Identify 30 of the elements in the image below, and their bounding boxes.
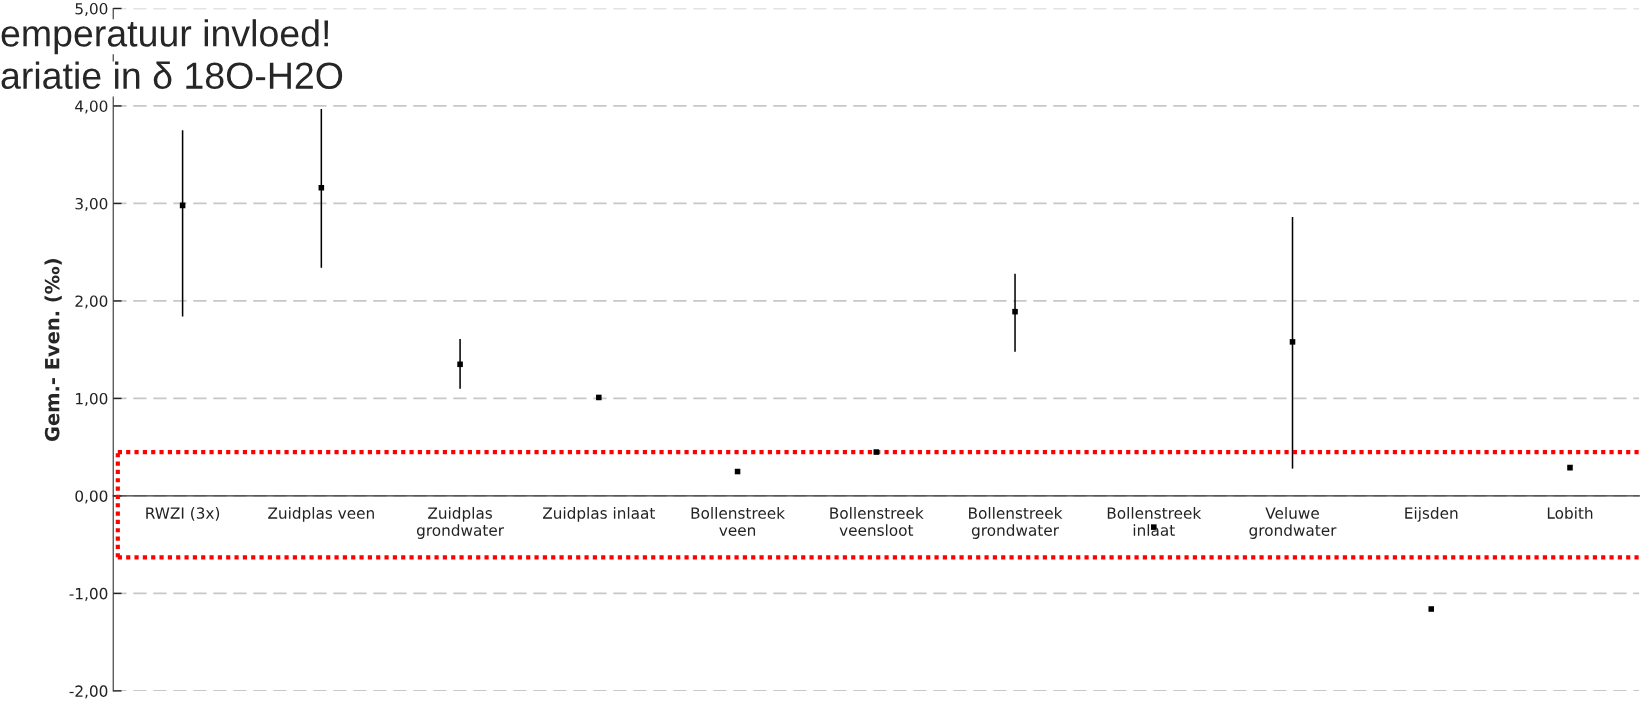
y-tick-label: 1,00 xyxy=(76,392,108,407)
y-tick-label: -1,00 xyxy=(69,587,108,601)
x-tick-label: Zuidplas grondwater xyxy=(416,507,505,539)
x-tick-label: Bollenstreek veen xyxy=(691,507,785,536)
annotation: emperatuur invloed! xyxy=(1,19,329,55)
point xyxy=(1428,606,1435,612)
x-tick-label: Veluwe grondwater xyxy=(1249,507,1337,539)
point xyxy=(457,361,463,368)
y-tick-label: 5,00 xyxy=(75,2,108,17)
x-tick-label: RWZI (3x) xyxy=(146,507,220,521)
x-tick-label: Zuidplas inlaat xyxy=(542,507,655,522)
x-tick-label: Bollenstreek inlaat xyxy=(1107,507,1202,536)
y-axis-title: Gem.- Even. (‰) xyxy=(44,259,62,441)
y-tick-label: 3,00 xyxy=(75,197,108,212)
point xyxy=(1012,308,1018,315)
y-tick-label: 2,00 xyxy=(75,295,108,309)
point xyxy=(596,394,602,401)
y-tick-label: -2,00 xyxy=(69,685,108,699)
point xyxy=(873,449,880,455)
x-tick-label: Bollenstreek grondwater xyxy=(969,507,1063,539)
x-tick-label: Bollenstreek veensloot xyxy=(830,507,924,536)
y-tick-label: 0,00 xyxy=(75,490,108,504)
y-tick-label: 4,00 xyxy=(75,100,108,114)
point xyxy=(318,185,325,191)
x-tick-label: Lobith xyxy=(1547,507,1593,519)
point xyxy=(1289,339,1296,345)
point xyxy=(1567,464,1573,471)
x-tick-label: Eijsden xyxy=(1405,507,1458,522)
x-tick-label: Zuidplas veen xyxy=(268,507,374,522)
annotation: ariatie in δ 18O-H2O xyxy=(1,61,343,90)
